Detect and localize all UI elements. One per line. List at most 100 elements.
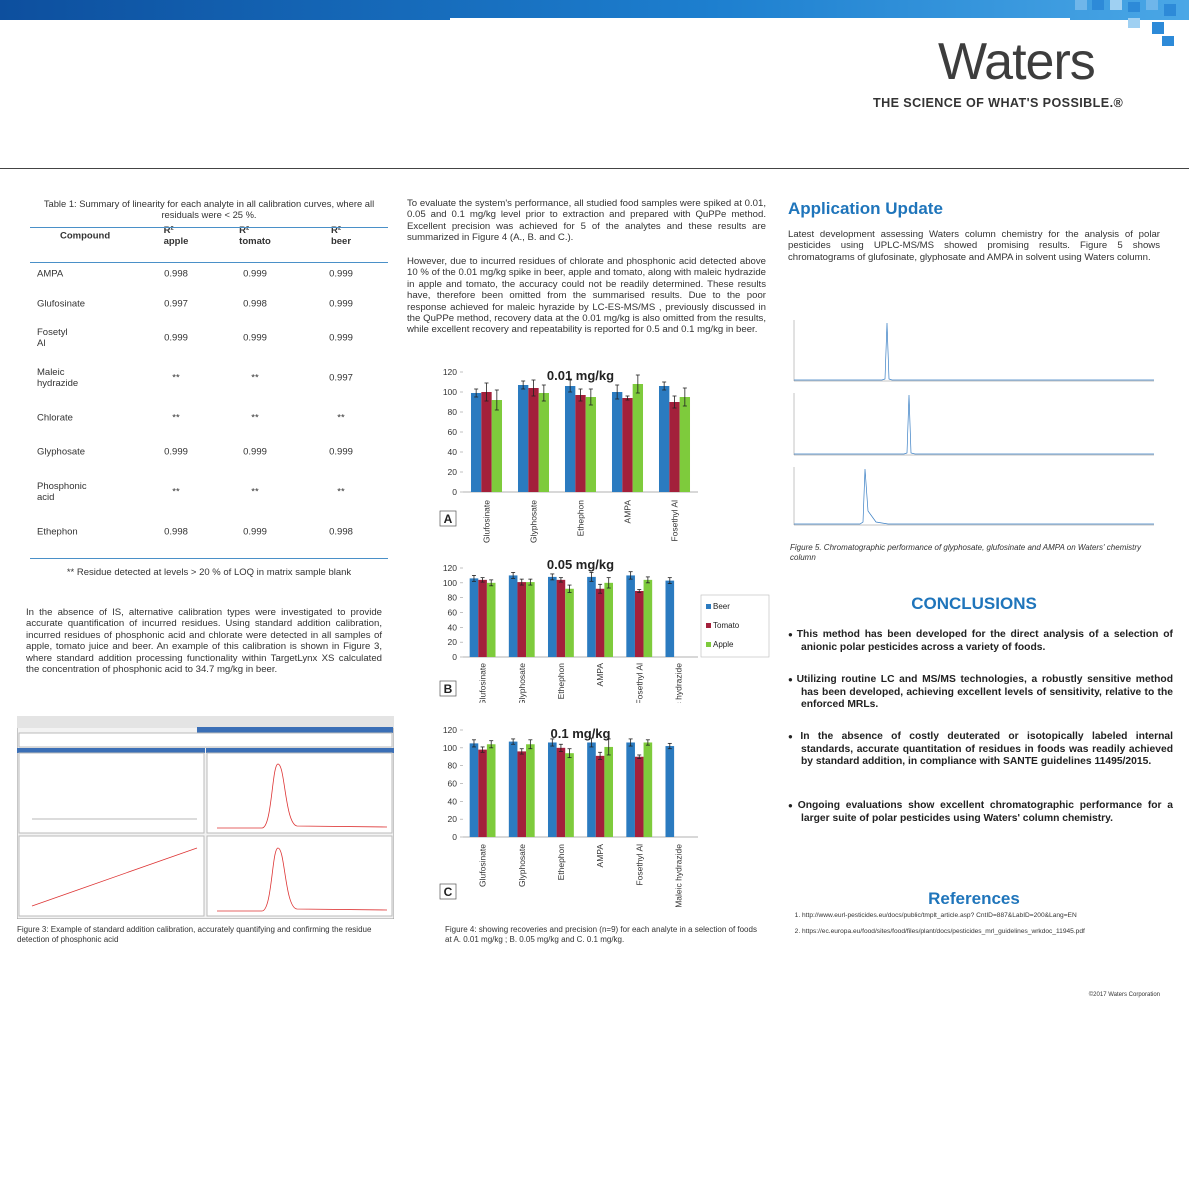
table-footnote: ** Residue detected at levels > 20 % of … [66,567,352,578]
error-bar [628,571,633,580]
bar [564,386,576,492]
conclusion-item: This method has been developed for the d… [788,629,1173,654]
table-rule [30,227,388,228]
bar [528,388,539,492]
figure-caption: Figure 4: showing recoveries and precisi… [445,925,757,944]
x-tick-label: Glyphosate [517,844,527,887]
table-cell: Maleic hydrazide [37,367,79,389]
x-tick-label: Maleic hydrazide [673,844,683,907]
x-tick-label: AMPA [595,844,605,868]
bar [547,742,557,837]
x-tick-label: Ethephon [576,500,586,537]
bar [517,751,527,837]
bar [547,576,557,657]
table-cell: Phosphonic acid [37,481,87,503]
error-bar [635,374,640,394]
bar [486,582,496,657]
error-bar [511,738,516,745]
y-tick-label: 60 [448,427,458,437]
divider [0,168,1189,169]
table-cell: AMPA [37,268,64,280]
x-tick-label: Glufosinate [478,663,488,703]
y-tick-label: 100 [443,578,457,588]
table-cell: ** [337,412,345,424]
bar [517,582,527,657]
error-bar [588,388,593,406]
table-cell: 0.997 [164,298,188,310]
bar [556,579,566,657]
panel-label: C [444,885,453,899]
bar [469,578,479,657]
error-bar [598,751,603,760]
bar [669,402,680,492]
error-bar [672,395,677,409]
bar [508,741,518,837]
legend-label: Apple [713,640,734,649]
table-cell: ** [172,486,180,498]
bar [658,386,670,492]
x-tick-label: Glufosinate [478,844,488,887]
error-bar [645,739,650,746]
error-bar [558,577,563,583]
panel-box [439,883,457,900]
y-tick-label: 80 [448,407,458,417]
y-tick-label: 120 [443,367,457,377]
bar-chart: 0 20 40 60 80 100 120 Glufosinate Glyphosate Ethe… [439,725,698,907]
bar [665,746,675,837]
y-tick-label: 120 [443,563,457,573]
legend-swatch [706,623,711,628]
table-cell: 0.999 [164,332,188,344]
legend-swatch [706,604,711,609]
table-rule [30,558,388,559]
y-tick-label: 120 [443,725,457,735]
y-tick-label: 0 [452,832,457,842]
references: http://www.eurl-pesticides.eu/docs/publi… [788,908,1182,940]
y-tick-label: 80 [448,761,458,771]
table-cell: 0.999 [164,446,188,458]
bar [611,392,623,492]
chart-title: 0.1 mg/kg [551,726,611,741]
copyright: ©2017 Waters Corporation [1088,992,1160,998]
conclusion-item: Ongoing evaluations show excellent chrom… [788,800,1173,825]
reference: http://www.eurl-pesticides.eu/docs/publi… [802,908,1182,924]
error-bar [519,748,524,755]
bar [517,385,529,492]
y-tick-label: 80 [448,593,458,603]
legend-label: Tomato [713,621,740,630]
table-cell: 0.999 [329,298,353,310]
x-tick-label: AMPA [623,500,633,524]
bar [469,743,479,837]
error-bar [494,389,499,411]
table-cell: Glufosinate [37,298,86,310]
bar [565,753,574,837]
chart-title: 0.05 mg/kg [547,557,614,572]
section-title: CONCLUSIONS [911,594,1037,613]
error-bar [662,381,667,391]
error-bar [471,575,476,582]
error-bar [471,739,476,748]
y-tick-label: 40 [448,622,458,632]
error-bar [474,388,479,398]
error-bar [489,740,494,749]
legend-swatch [706,642,711,647]
error-bar [489,579,494,587]
bar [526,744,535,837]
error-bar [682,387,687,407]
figure-caption: Figure 5. Chromatographic performance of… [790,543,1142,562]
y-tick-label: 40 [448,796,458,806]
section-title: Application Update [788,199,943,218]
table-cell: Chlorate [37,412,73,424]
error-bar [558,743,563,752]
error-bar [598,583,603,594]
bar [587,576,596,657]
bar [632,384,644,492]
error-bar [541,384,546,402]
table-cell: 0.998 [329,526,353,538]
conclusion-item: Utilizing routine LC and MS/MS technolog… [788,674,1173,712]
error-bar [521,380,526,390]
y-tick-label: 100 [443,743,457,753]
bar [643,579,653,657]
bar [538,393,550,492]
table-cell: 0.999 [329,268,353,280]
bar [478,579,487,657]
